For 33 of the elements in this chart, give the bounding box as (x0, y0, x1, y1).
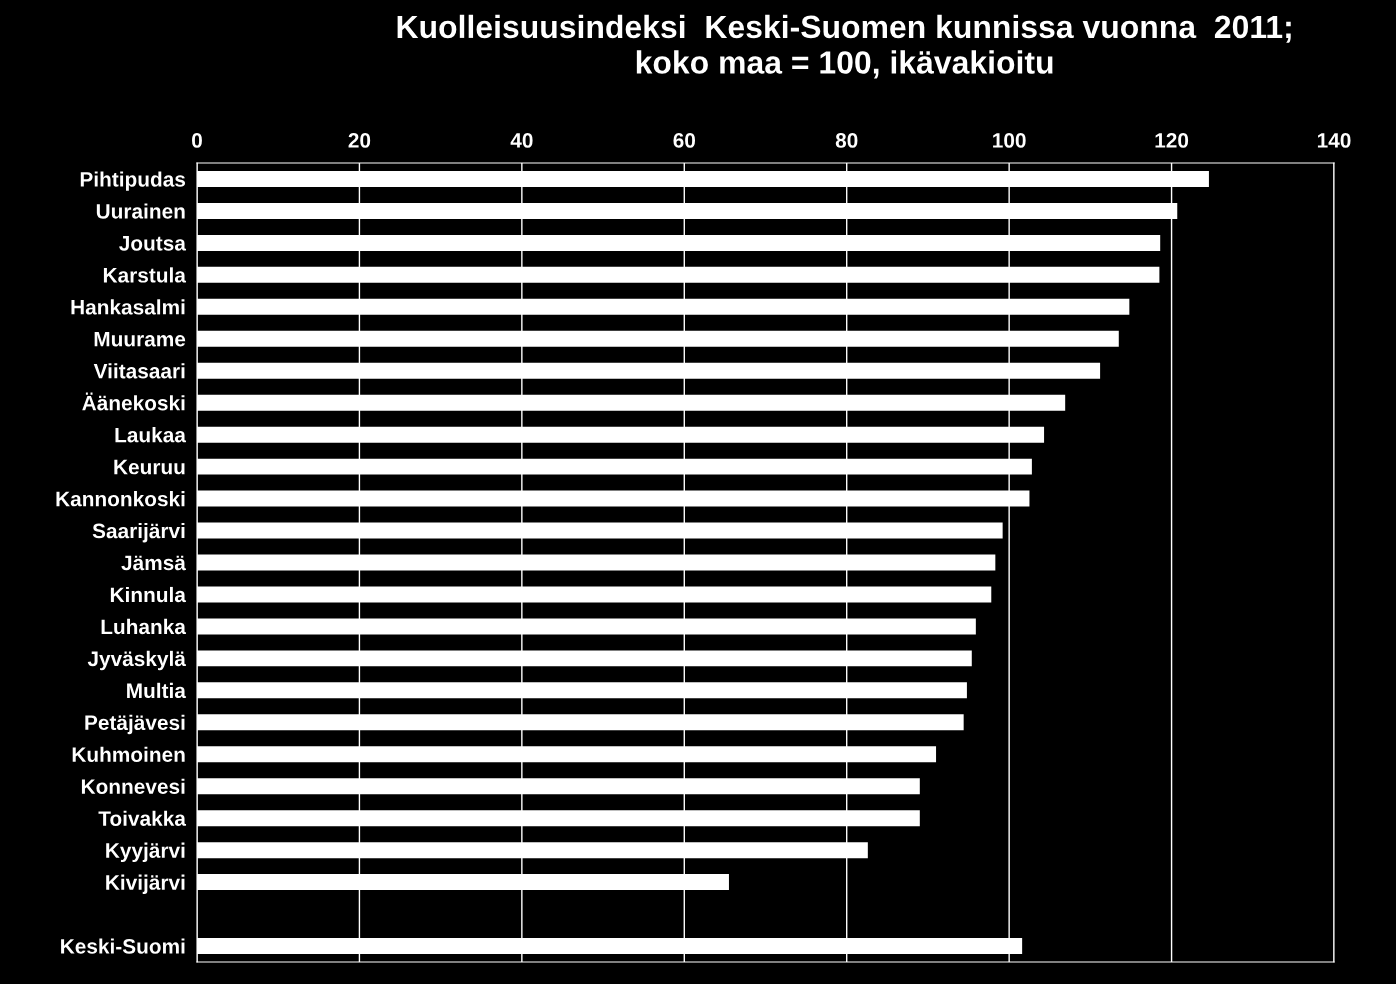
x-tick-label: 0 (192, 133, 202, 148)
y-tick-label: Toivakka (98, 810, 187, 826)
y-tick-label: Pihtipudas (80, 171, 186, 191)
x-tick-label: 80 (835, 133, 858, 148)
y-tick-label: Karstula (103, 267, 187, 283)
y-tick-label: Multia (127, 682, 187, 699)
x-tick-label: 40 (510, 133, 533, 148)
x-tick-label: 100 (993, 133, 1026, 148)
y-tick-label: Jämsä (121, 555, 186, 571)
y-tick-label: Konnevesi (81, 778, 185, 794)
y-tick-label: Uurainen (96, 203, 185, 219)
x-tick-label: 140 (1317, 133, 1351, 148)
y-tick-label: Kannonkoski (56, 491, 185, 507)
y-tick-label: Muurame (94, 332, 186, 347)
y-tick-label: Kyyjärvi (106, 842, 185, 863)
y-tick-label: Laukaa (115, 427, 187, 443)
y-tick-label: Kuhmoinen (72, 746, 185, 763)
x-tick-label: 120 (1155, 133, 1189, 148)
y-tick-label: Äänekoski (82, 392, 185, 411)
y-tick-label: Viitasaari (93, 363, 185, 379)
y-tick-label: Kinnula (110, 586, 187, 603)
y-tick-label: Joutsa (119, 236, 187, 251)
y-tick-label: Jyväskylä (87, 650, 186, 671)
y-tick-label: Hankasalmi (71, 299, 185, 315)
x-tick-label: 20 (348, 133, 371, 148)
y-tick-label: Saarijärvi (92, 522, 185, 543)
y-tick-label: Luhanka (101, 618, 187, 635)
y-tick-label: Keski-Suomi (61, 938, 185, 954)
y-tick-label: Kivijärvi (106, 874, 185, 894)
y-tick-label: Petäjävesi (85, 714, 185, 735)
x-tick-label: 60 (673, 133, 696, 148)
chart-title: Kuolleisuusindeksi Keski-Suomen kunnissa vuonna 2011; koko maa = 100, ikävakioitu (397, 14, 1291, 79)
y-tick-label: Keuruu (114, 459, 185, 475)
